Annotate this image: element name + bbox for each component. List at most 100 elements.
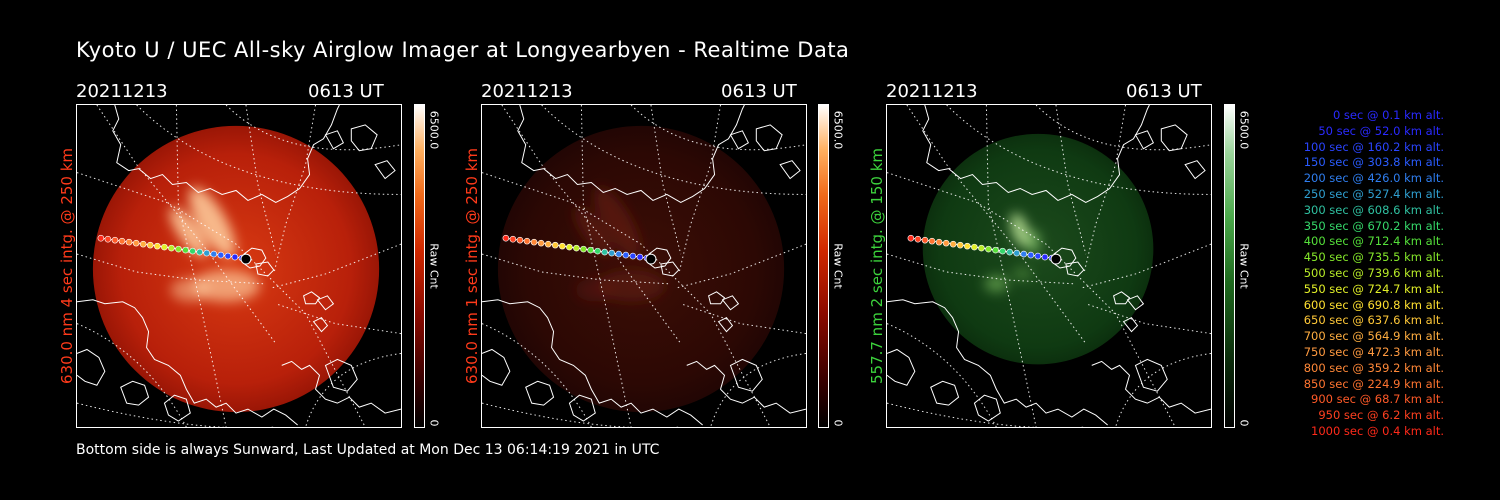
panel-1-colorbar bbox=[414, 104, 425, 428]
trajectory-point bbox=[139, 240, 147, 248]
panel-2-colorbar-unit: Raw Cnt bbox=[831, 243, 845, 289]
trajectory-point bbox=[203, 249, 210, 257]
allsky-map bbox=[887, 105, 1211, 427]
panel-1-side-label-text: 630.0 nm 4 sec intg. @ 250 km bbox=[58, 147, 76, 385]
aurora-emission bbox=[169, 187, 260, 302]
legend-item: 600 sec @ 690.8 km alt. bbox=[1303, 297, 1444, 312]
panel-3-colorbar-min: 0 bbox=[1237, 419, 1251, 427]
coastline bbox=[77, 105, 401, 426]
trajectory-point bbox=[587, 246, 594, 254]
geographic-grid bbox=[77, 105, 401, 427]
trajectory-point bbox=[992, 246, 999, 254]
trajectory-point bbox=[573, 244, 580, 252]
trajectory-point bbox=[559, 242, 566, 250]
trajectory-point bbox=[942, 239, 950, 247]
panel-2-colorbar-max: 6500.0 bbox=[831, 110, 845, 150]
trajectory-point bbox=[1034, 252, 1042, 260]
trajectory-point bbox=[978, 244, 985, 252]
allsky-map bbox=[77, 105, 401, 427]
trajectory-point bbox=[935, 238, 943, 246]
legend-item: 300 sec @ 608.6 km alt. bbox=[1303, 202, 1444, 217]
trajectory-point bbox=[914, 235, 922, 243]
trajectory-point bbox=[907, 234, 915, 242]
panel-2-date: 20211213 bbox=[481, 81, 573, 102]
trajectory-point bbox=[601, 248, 608, 256]
footer-status: Bottom side is always Sunward, Last Upda… bbox=[76, 442, 660, 458]
trajectory-point bbox=[175, 245, 182, 253]
trajectory-point bbox=[921, 236, 929, 244]
trajectory-point bbox=[530, 238, 538, 246]
trajectory-point bbox=[1006, 248, 1013, 256]
legend-item: 650 sec @ 637.6 km alt. bbox=[1303, 313, 1444, 328]
panel-2-time: 0613 UT bbox=[721, 81, 797, 102]
geographic-grid bbox=[887, 105, 1211, 427]
aurora-emission bbox=[574, 187, 665, 302]
panel-1-image bbox=[76, 104, 402, 428]
trajectory-point bbox=[985, 245, 992, 253]
trajectory-point bbox=[956, 241, 964, 249]
panel-2-side-label-text: 630.0 nm 1 sec intg. @ 250 km bbox=[463, 147, 481, 385]
trajectory-point bbox=[1020, 250, 1028, 258]
trajectory-point bbox=[629, 252, 637, 260]
page-title: Kyoto U / UEC All-sky Airglow Imager at … bbox=[76, 38, 850, 62]
panel-3-side-label-text: 557.7 nm 2 sec intg. @ 150 km bbox=[868, 147, 886, 385]
trajectory-point bbox=[196, 248, 203, 256]
legend-item: 350 sec @ 670.2 km alt. bbox=[1303, 218, 1444, 233]
legend-item: 200 sec @ 426.0 km alt. bbox=[1303, 171, 1444, 186]
trajectory-point bbox=[217, 251, 225, 259]
trajectory-point bbox=[231, 253, 239, 261]
panel-3-colorbar-unit: Raw Cnt bbox=[1237, 243, 1251, 289]
trajectory-point bbox=[566, 243, 573, 251]
panel-3-image bbox=[886, 104, 1212, 428]
trajectory-point bbox=[928, 237, 936, 245]
sky-disk bbox=[92, 125, 380, 413]
panel-3-side-label: 557.7 nm 2 sec intg. @ 150 km bbox=[866, 104, 888, 428]
trajectory bbox=[97, 234, 252, 265]
trajectory-point bbox=[594, 247, 601, 255]
trajectory-point bbox=[104, 235, 112, 243]
trajectory-point bbox=[636, 253, 644, 261]
legend-item: 1000 sec @ 0.4 km alt. bbox=[1311, 423, 1444, 438]
panel-1-date: 20211213 bbox=[76, 81, 168, 102]
trajectory-point bbox=[580, 245, 587, 253]
trajectory bbox=[502, 234, 657, 265]
aurora-emission bbox=[984, 213, 1041, 292]
trajectory-point bbox=[189, 247, 196, 255]
panel-3-time: 0613 UT bbox=[1126, 81, 1202, 102]
trajectory-point bbox=[544, 240, 552, 248]
trajectory-point bbox=[523, 237, 531, 245]
trajectory-point bbox=[537, 239, 545, 247]
panel-1-colorbar-unit: Raw Cnt bbox=[427, 243, 441, 289]
trajectory-point bbox=[182, 246, 189, 254]
trajectory-point bbox=[622, 251, 630, 259]
trajectory-point bbox=[1041, 253, 1049, 261]
trajectory-legend: 0 sec @ 0.1 km alt. 50 sec @ 52.0 km alt.… bbox=[1262, 108, 1444, 440]
trajectory-point bbox=[949, 240, 957, 248]
legend-item: 150 sec @ 303.8 km alt. bbox=[1303, 155, 1444, 170]
trajectory-point bbox=[97, 234, 105, 242]
trajectory-point bbox=[111, 236, 119, 244]
geographic-grid bbox=[482, 105, 806, 427]
trajectory-point bbox=[608, 249, 615, 257]
trajectory-point bbox=[999, 247, 1006, 255]
trajectory-point bbox=[1027, 251, 1035, 259]
legend-item: 400 sec @ 712.4 km alt. bbox=[1303, 234, 1444, 249]
legend-item: 450 sec @ 735.5 km alt. bbox=[1303, 250, 1444, 265]
trajectory-point bbox=[1013, 249, 1020, 257]
trajectory-point bbox=[964, 242, 971, 250]
legend-item: 700 sec @ 564.9 km alt. bbox=[1303, 329, 1444, 344]
trajectory bbox=[907, 234, 1062, 265]
coastline bbox=[482, 105, 806, 426]
panel-3-date: 20211213 bbox=[886, 81, 978, 102]
legend-item: 50 sec @ 52.0 km alt. bbox=[1318, 123, 1444, 138]
legend-item: 850 sec @ 224.9 km alt. bbox=[1303, 376, 1444, 391]
trajectory-point bbox=[210, 250, 218, 258]
panel-1-colorbar-min: 0 bbox=[427, 419, 441, 427]
trajectory-point bbox=[971, 243, 978, 251]
coastline bbox=[887, 105, 1211, 426]
trajectory-point bbox=[224, 252, 232, 260]
trajectory-point bbox=[509, 235, 517, 243]
trajectory-point bbox=[615, 250, 623, 258]
panel-1-side-label: 630.0 nm 4 sec intg. @ 250 km bbox=[56, 104, 78, 428]
trajectory-point bbox=[161, 243, 168, 251]
